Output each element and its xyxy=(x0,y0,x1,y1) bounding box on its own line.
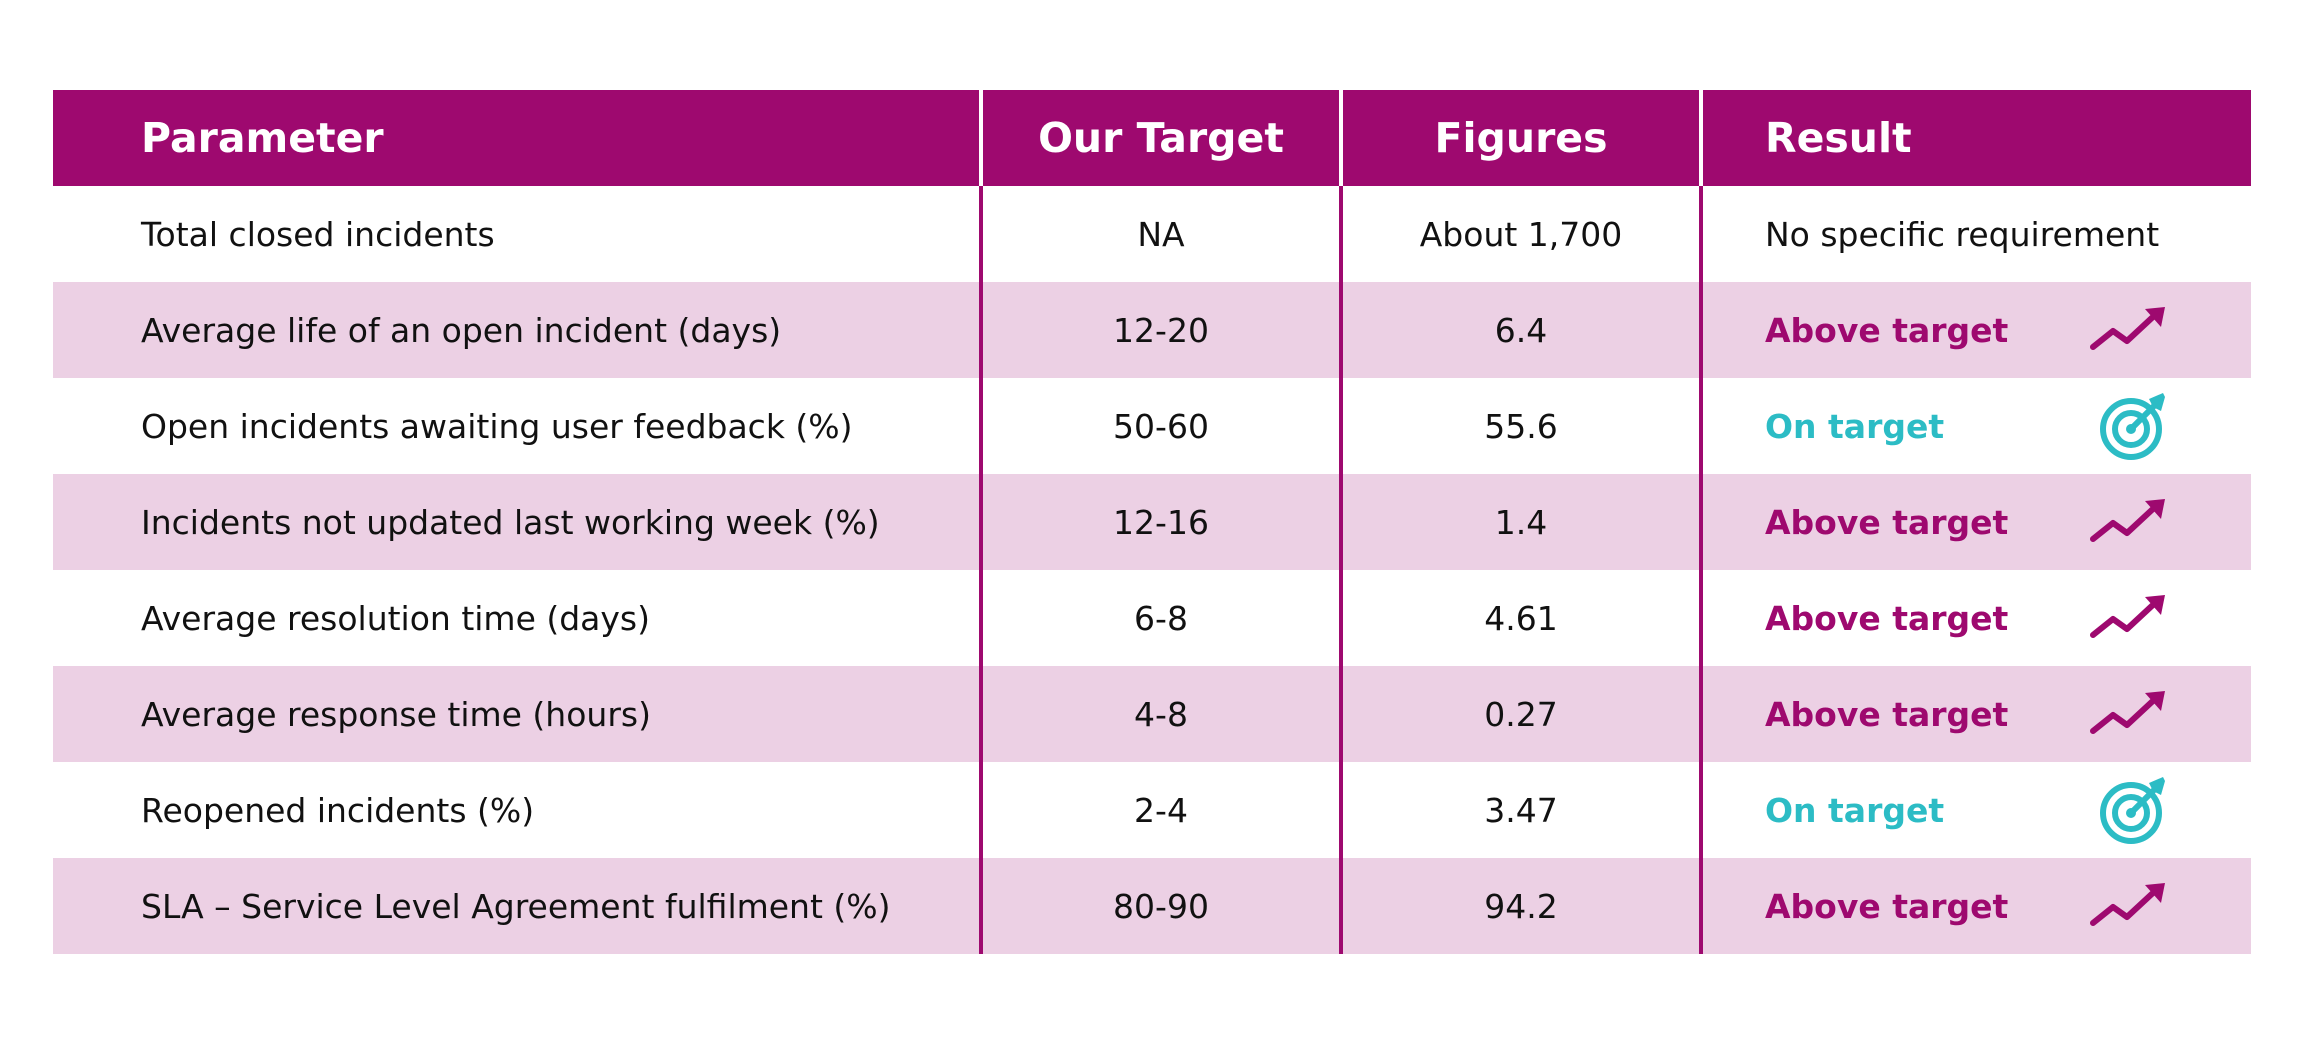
header-figures: Figures xyxy=(1339,90,1701,186)
cell-parameter: Open incidents awaiting user feedback (%… xyxy=(53,378,981,474)
result-status: Above target xyxy=(1765,310,2009,350)
trend-up-icon xyxy=(2089,689,2169,739)
table-body: Total closed incidents NA About 1,700 No sp… xyxy=(53,186,2251,954)
cell-parameter: Total closed incidents xyxy=(53,186,981,282)
cell-parameter: Average resolution time (days) xyxy=(53,570,981,666)
target-icon xyxy=(2099,775,2169,845)
cell-parameter: Incidents not updated last working week … xyxy=(53,474,981,570)
cell-parameter: Average response time (hours) xyxy=(53,666,981,762)
header-parameter: Parameter xyxy=(53,90,981,186)
trend-up-icon xyxy=(2089,305,2169,355)
table-row: Total closed incidents NA About 1,700 No sp… xyxy=(53,186,2251,282)
cell-figures: 94.2 xyxy=(1339,858,1701,954)
result-status: Above target xyxy=(1765,886,2009,926)
result-status: On target xyxy=(1765,406,1945,446)
cell-figures: 6.4 xyxy=(1339,282,1701,378)
cell-result: Above target xyxy=(1699,666,2251,762)
header-our-target: Our Target xyxy=(979,90,1341,186)
cell-result: On target xyxy=(1699,762,2251,858)
cell-result: Above target xyxy=(1699,474,2251,570)
cell-figures: 1.4 xyxy=(1339,474,1701,570)
cell-figures: About 1,700 xyxy=(1339,186,1701,282)
kpi-table: Parameter Our Target Figures Result Tota… xyxy=(53,90,2251,954)
cell-figures: 4.61 xyxy=(1339,570,1701,666)
cell-result: Above target xyxy=(1699,282,2251,378)
cell-our-target: 50-60 xyxy=(979,378,1341,474)
result-status: Above target xyxy=(1765,598,2009,638)
cell-our-target: 12-16 xyxy=(979,474,1341,570)
cell-figures: 55.6 xyxy=(1339,378,1701,474)
target-icon xyxy=(2099,391,2169,461)
result-status: Above target xyxy=(1765,694,2009,734)
header-result: Result xyxy=(1699,90,2251,186)
cell-result: Above target xyxy=(1699,570,2251,666)
trend-up-icon xyxy=(2089,593,2169,643)
table-row: Average life of an open incident (days) 1… xyxy=(53,282,2251,378)
table-row: Open incidents awaiting user feedback (%… xyxy=(53,378,2251,474)
table-row: SLA – Service Level Agreement fulfilment… xyxy=(53,858,2251,954)
result-status: On target xyxy=(1765,790,1945,830)
cell-our-target: NA xyxy=(979,186,1341,282)
table-row: Average resolution time (days) 6-8 4.61 Abo… xyxy=(53,570,2251,666)
table-row: Reopened incidents (%) 2-4 3.47 On target xyxy=(53,762,2251,858)
trend-up-icon xyxy=(2089,497,2169,547)
result-status: No specific requirement xyxy=(1765,214,2160,254)
cell-our-target: 2-4 xyxy=(979,762,1341,858)
table-row: Incidents not updated last working week … xyxy=(53,474,2251,570)
cell-result: On target xyxy=(1699,378,2251,474)
cell-our-target: 4-8 xyxy=(979,666,1341,762)
cell-our-target: 6-8 xyxy=(979,570,1341,666)
header-row: Parameter Our Target Figures Result xyxy=(53,90,2251,186)
cell-figures: 0.27 xyxy=(1339,666,1701,762)
cell-parameter: Average life of an open incident (days) xyxy=(53,282,981,378)
cell-figures: 3.47 xyxy=(1339,762,1701,858)
cell-result: No specific requirement xyxy=(1699,186,2251,282)
cell-result: Above target xyxy=(1699,858,2251,954)
result-status: Above target xyxy=(1765,502,2009,542)
cell-parameter: SLA – Service Level Agreement fulfilment… xyxy=(53,858,981,954)
cell-our-target: 12-20 xyxy=(979,282,1341,378)
trend-up-icon xyxy=(2089,881,2169,931)
table-row: Average response time (hours) 4-8 0.27 Abov… xyxy=(53,666,2251,762)
cell-parameter: Reopened incidents (%) xyxy=(53,762,981,858)
cell-our-target: 80-90 xyxy=(979,858,1341,954)
